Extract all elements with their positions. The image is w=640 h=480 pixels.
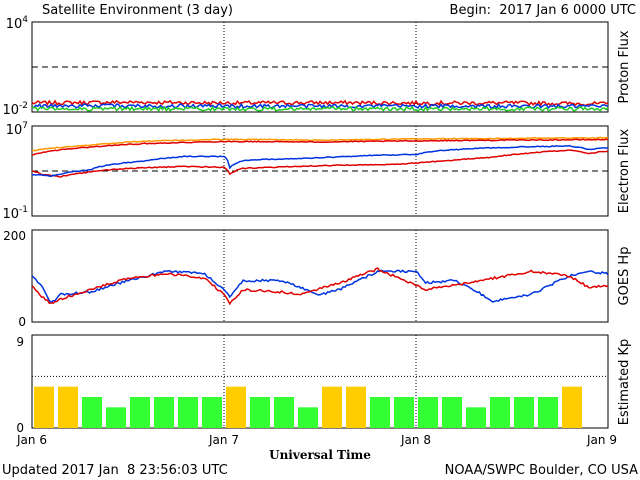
- kp-bar-8: [226, 386, 246, 428]
- goes-ylabel: GOES Hp: [617, 247, 632, 306]
- kp-bar-14: [370, 397, 390, 428]
- kp-bar-22: [562, 386, 582, 428]
- kp-bar-21: [538, 397, 558, 428]
- kp-ytick-bottom: 0: [16, 421, 24, 435]
- electron-ylabel: Electron Flux: [617, 128, 632, 213]
- proton-ytick-bottom: 10-2: [2, 101, 28, 118]
- electron-ytick-bottom: 10-1: [2, 205, 28, 222]
- electron-ytick-bottom-base: 10: [2, 207, 19, 222]
- kp-bar-6: [178, 397, 198, 428]
- proton-ytick-top-base: 10: [6, 17, 23, 32]
- proton-ytick-bottom-base: 10: [2, 103, 19, 118]
- electron-ytick-top-exp: 7: [22, 121, 28, 131]
- kp-bar-19: [490, 397, 510, 428]
- electron-series-3-blue-line: [32, 144, 609, 178]
- xtick-jan8: Jan 8: [400, 433, 431, 447]
- kp-bar-17: [442, 397, 462, 428]
- electron-series-1-red-line: [31, 138, 609, 156]
- kp-bar-16: [418, 397, 438, 428]
- chart-title: Satellite Environment (3 day): [42, 3, 233, 18]
- credit-line: NOAA/SWPC Boulder, CO USA: [445, 463, 638, 478]
- kp-ytick-top: 9: [16, 335, 24, 349]
- kp-bar-2: [82, 397, 102, 428]
- kp-bar-18: [466, 407, 486, 428]
- kp-bar-13: [346, 386, 366, 428]
- kp-bar-7: [202, 397, 222, 428]
- goes-hp-panel: [31, 229, 609, 323]
- xtick-jan9: Jan 9: [586, 433, 617, 447]
- kp-bar-0: [34, 386, 54, 428]
- xtick-jan6: Jan 6: [16, 433, 47, 447]
- proton-ylabel: Proton Flux: [617, 30, 632, 103]
- kp-bar-15: [394, 397, 414, 428]
- kp-bar-4: [130, 397, 150, 428]
- electron-ytick-top-base: 10: [6, 123, 23, 138]
- x-axis-title: Universal Time: [269, 448, 371, 462]
- kp-bar-12: [322, 386, 342, 428]
- goes-ytick-bottom: 0: [18, 315, 26, 329]
- electron-ytick-bottom-exp: -1: [19, 205, 28, 215]
- kp-bar-11: [298, 407, 318, 428]
- proton-ytick-top-exp: 4: [22, 15, 28, 25]
- kp-bar-5: [154, 397, 174, 428]
- kp-ylabel: Estimated Kp: [617, 339, 632, 426]
- kp-bar-1: [58, 386, 78, 428]
- electron-series-0-orange-line: [31, 136, 609, 152]
- proton-series-2-green-line: [31, 105, 609, 112]
- begin-label: Begin: 2017 Jan 6 0000 UTC: [450, 3, 636, 18]
- kp-bar-9: [250, 397, 270, 428]
- proton-series-1-blue-line: [31, 102, 609, 110]
- proton-ytick-bottom-exp: -2: [19, 101, 28, 111]
- goes-ytick-top: 200: [3, 229, 26, 243]
- electron-ytick-top: 107: [6, 121, 28, 138]
- updated-timestamp: Updated 2017 Jan 8 23:56:03 UTC: [2, 463, 228, 478]
- kp-bar-3: [106, 407, 126, 428]
- proton-series-0-red-line: [31, 99, 609, 107]
- proton-panel: [31, 21, 609, 113]
- electron-series-2-red-line: [31, 149, 609, 178]
- proton-ytick-top: 104: [6, 15, 29, 32]
- goes-series-1-red-line: [31, 267, 609, 306]
- kp-bar-10: [274, 397, 294, 428]
- kp-bar-20: [514, 397, 534, 428]
- xtick-jan7: Jan 7: [208, 433, 239, 447]
- goes-series-0-blue-line: [31, 269, 609, 304]
